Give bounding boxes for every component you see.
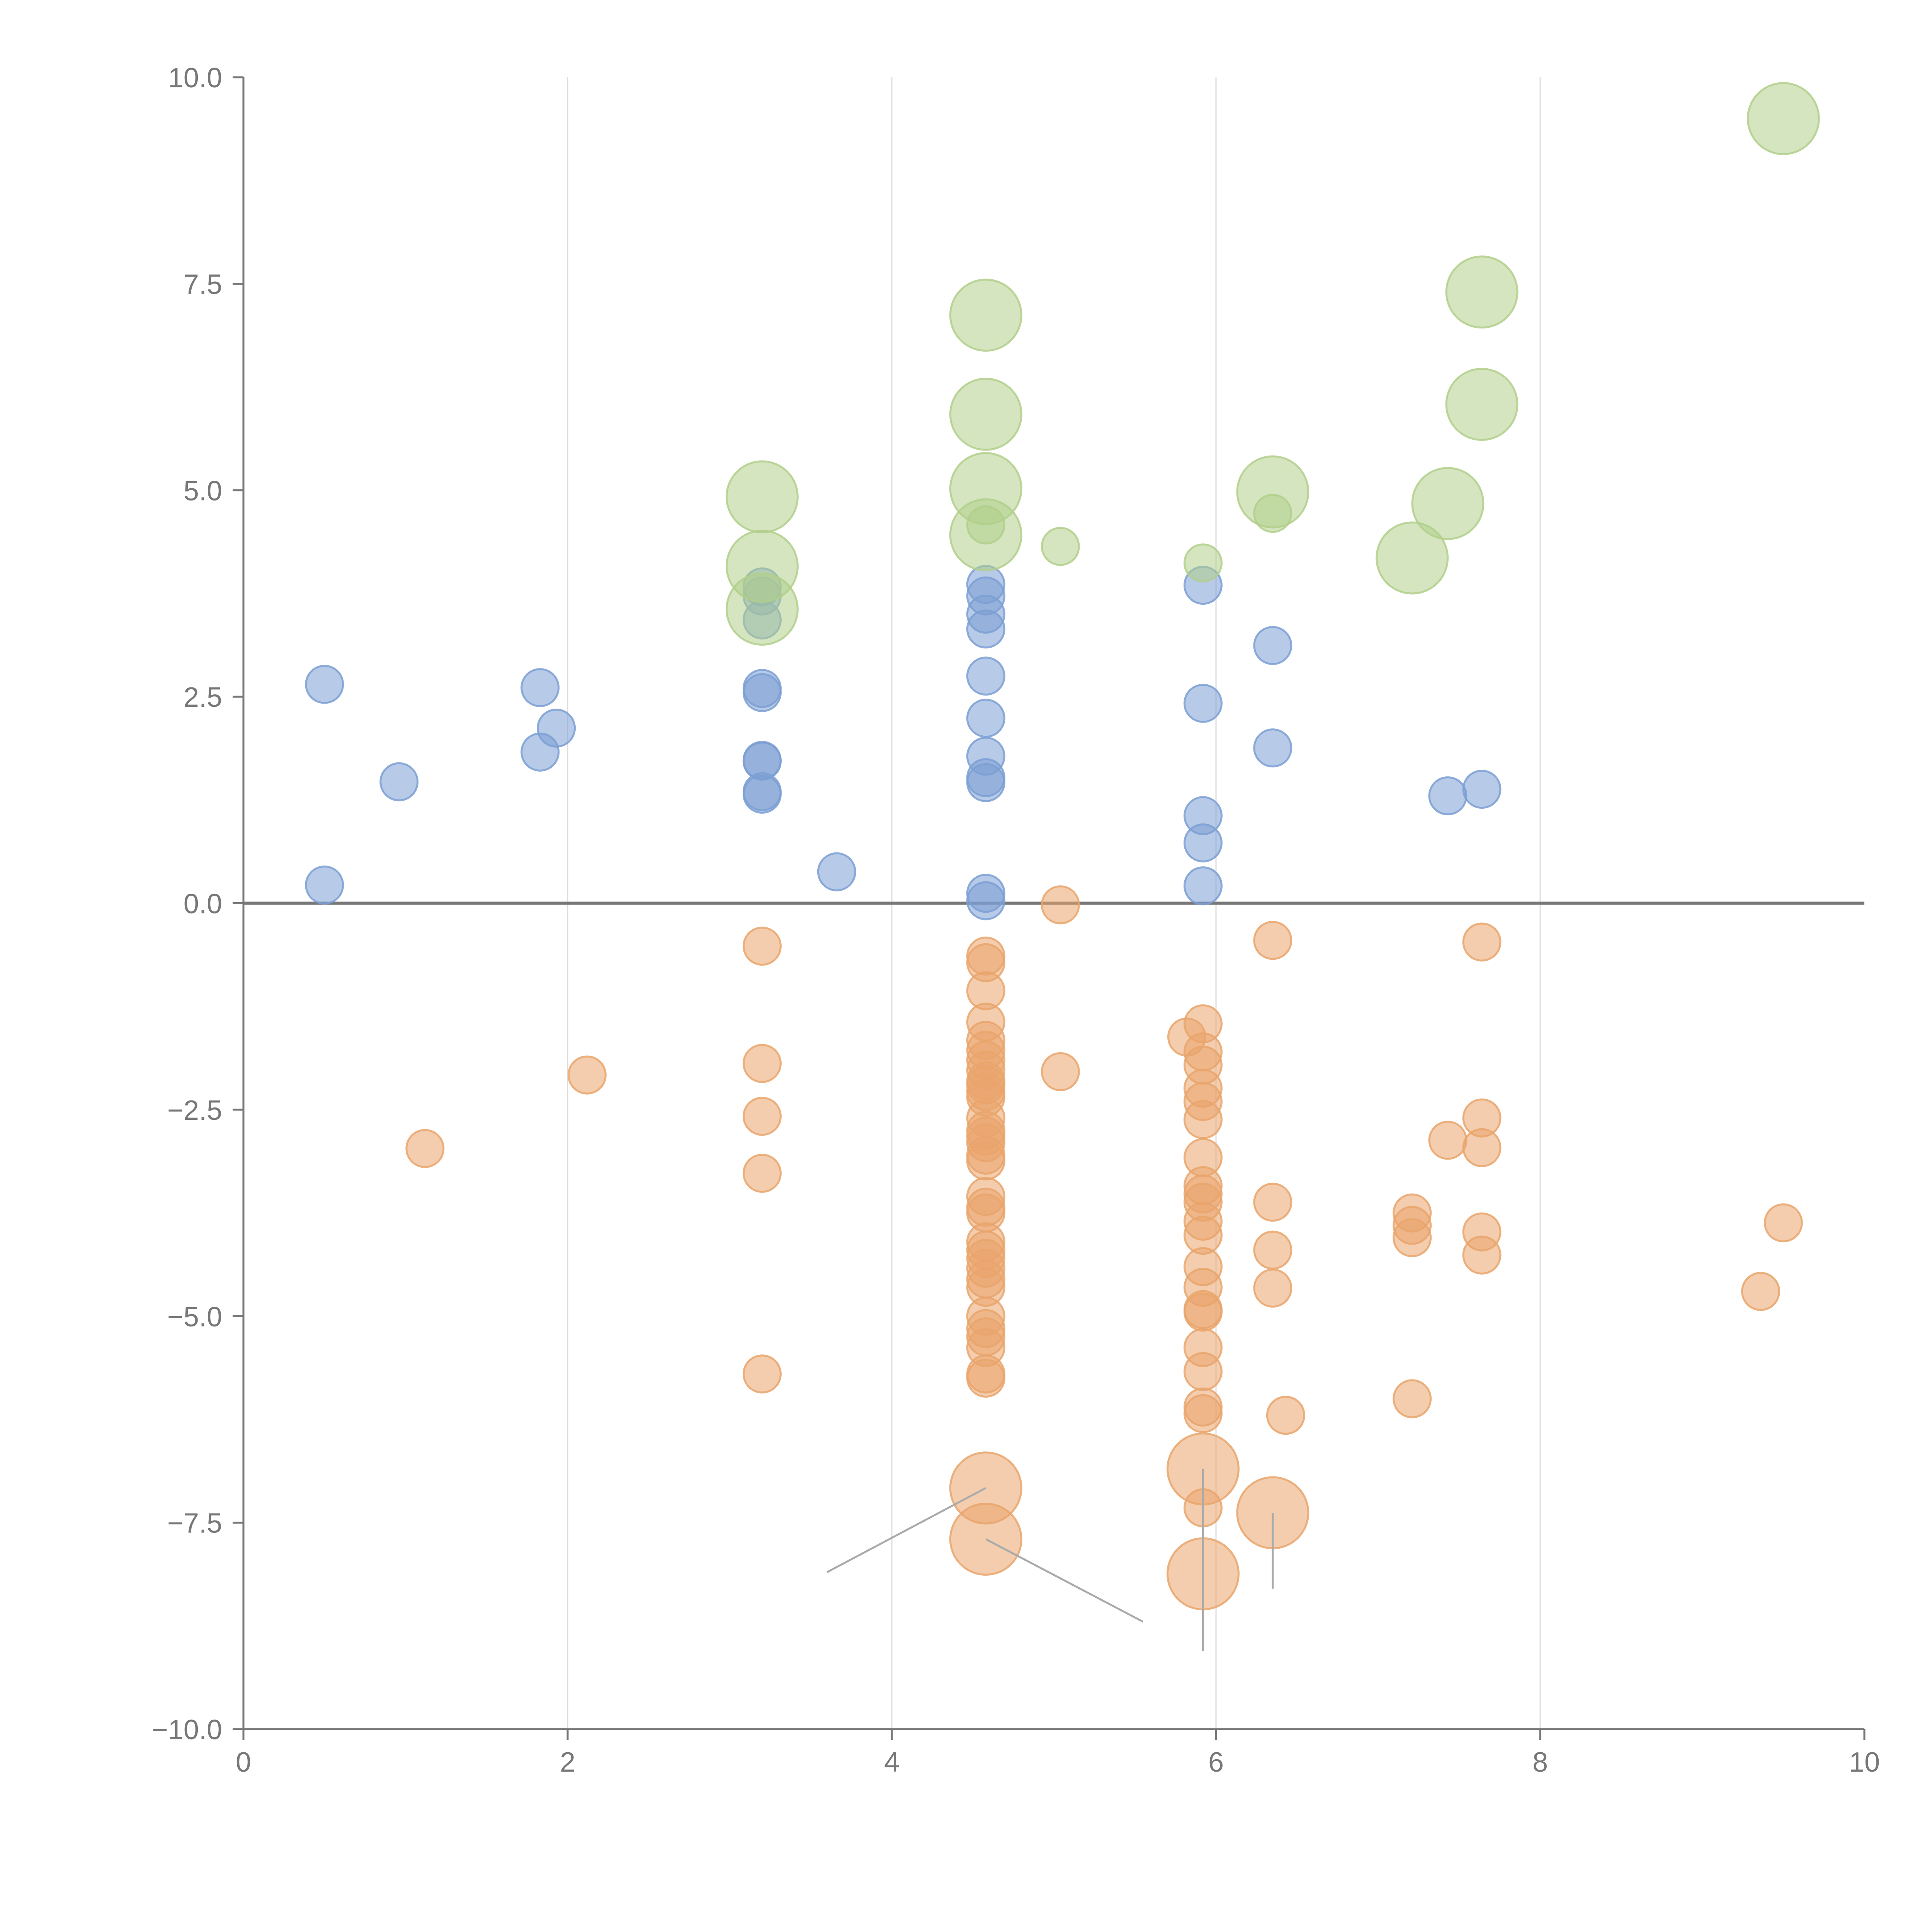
scatter-point-green-large bbox=[725, 573, 799, 646]
scatter-point-green-large bbox=[949, 498, 1022, 571]
scatter-point-blue bbox=[1428, 776, 1468, 816]
scatter-point-green-large bbox=[1445, 255, 1519, 329]
scatter-point-green bbox=[1183, 543, 1223, 583]
scatter-point-orange bbox=[742, 1097, 782, 1136]
scatter-point-green-large bbox=[949, 279, 1022, 352]
scatter-point-green-large bbox=[1236, 455, 1310, 529]
x-tick-label: 8 bbox=[1532, 1747, 1548, 1778]
scatter-point-blue bbox=[305, 665, 344, 704]
scatter-point-blue bbox=[817, 852, 856, 891]
scatter-point-orange bbox=[1041, 1052, 1080, 1092]
scatter-point-orange bbox=[966, 1141, 1005, 1180]
scatter-point-orange bbox=[742, 1153, 782, 1193]
scatter-point-blue bbox=[1253, 626, 1293, 665]
scatter-point-blue bbox=[966, 656, 1005, 696]
y-tick-label: 10.0 bbox=[168, 63, 222, 94]
scatter-point-orange bbox=[1183, 1293, 1223, 1332]
scatter-point-orange bbox=[1393, 1379, 1432, 1418]
scatter-point-orange bbox=[966, 1359, 1005, 1398]
y-tick-label: 5.0 bbox=[184, 476, 222, 507]
y-tick-label: −10.0 bbox=[152, 1714, 222, 1745]
x-tick-label: 2 bbox=[560, 1747, 575, 1778]
scatter-point-orange bbox=[742, 1044, 782, 1083]
scatter-point-green-large bbox=[1445, 367, 1519, 441]
scatter-point-orange bbox=[1253, 1269, 1293, 1308]
scatter-point-blue bbox=[379, 762, 419, 801]
tick-labels: 0 2 4 6 8 10 −10.0 −7.5 −5.0 −2.5 0.0 2.5 5.0 7.5 10.0 bbox=[152, 63, 1880, 1778]
scatter-point-green bbox=[1041, 527, 1080, 566]
scatter-point-orange bbox=[1253, 921, 1293, 960]
y-tick-label: −2.5 bbox=[167, 1095, 222, 1126]
scatter-point-orange bbox=[1428, 1121, 1468, 1160]
scatter-point-blue bbox=[966, 699, 1005, 738]
y-tick-label: 2.5 bbox=[184, 682, 222, 713]
scatter-point-orange bbox=[742, 1354, 782, 1394]
scatter-point-orange bbox=[1253, 1230, 1293, 1270]
scatter-point-blue bbox=[520, 668, 560, 707]
y-tick-label: 7.5 bbox=[184, 269, 222, 300]
scatter-point-blue bbox=[1253, 728, 1293, 768]
scatter-point-green-large bbox=[1376, 521, 1449, 595]
scatter-point-blue bbox=[742, 673, 782, 712]
axes bbox=[233, 76, 1866, 1740]
scatter-point-orange bbox=[1183, 1394, 1223, 1433]
scatter-point-orange bbox=[405, 1129, 445, 1168]
scatter-point-blue bbox=[966, 881, 1005, 920]
scatter-point-blue bbox=[966, 609, 1005, 649]
scatter-point-green-large bbox=[1411, 467, 1485, 540]
annotation-leader-line bbox=[985, 1538, 1144, 1623]
scatter-point-orange bbox=[1393, 1218, 1432, 1257]
y-tick-label: 0.0 bbox=[184, 889, 222, 920]
scatter-point-blue bbox=[1462, 770, 1502, 809]
scatter-point-green-large bbox=[949, 378, 1022, 451]
x-tick-label: 4 bbox=[884, 1747, 900, 1778]
scatter-point-orange bbox=[1462, 1128, 1502, 1167]
annotation-leader-line bbox=[827, 1487, 986, 1573]
scatter-point-orange bbox=[1462, 1235, 1502, 1275]
scatter-point-orange bbox=[1183, 1352, 1223, 1391]
scatter-point-orange bbox=[1462, 922, 1502, 962]
scatter-point-orange bbox=[742, 927, 782, 966]
scatter-point-orange bbox=[1266, 1396, 1305, 1435]
scatter-point-green-large bbox=[725, 460, 799, 534]
data-points bbox=[305, 82, 1820, 1611]
y-tick-label: −5.0 bbox=[167, 1301, 222, 1332]
scatter-point-green-large bbox=[1747, 82, 1820, 155]
y-tick-label: −7.5 bbox=[167, 1508, 222, 1539]
annotations bbox=[827, 1469, 1274, 1651]
scatter-point-blue bbox=[1183, 866, 1223, 906]
x-tick-label: 10 bbox=[1849, 1747, 1880, 1778]
scatter-point-orange bbox=[567, 1055, 607, 1095]
scatter-point-blue bbox=[742, 774, 782, 814]
scatter-point-orange bbox=[1764, 1203, 1803, 1243]
scatter-point-orange bbox=[1741, 1272, 1781, 1311]
scatter-point-blue bbox=[1183, 684, 1223, 723]
x-tick-label: 0 bbox=[236, 1747, 251, 1778]
scatter-point-orange bbox=[1041, 885, 1080, 925]
scatter-point-blue bbox=[966, 763, 1005, 802]
scatter-point-blue bbox=[1183, 823, 1223, 862]
x-tick-label: 6 bbox=[1208, 1747, 1224, 1778]
scatter-point-blue bbox=[537, 708, 576, 748]
scatter-point-orange bbox=[1253, 1182, 1293, 1222]
scatter-point-blue bbox=[305, 865, 344, 905]
scatter-point-orange bbox=[1183, 1100, 1223, 1139]
